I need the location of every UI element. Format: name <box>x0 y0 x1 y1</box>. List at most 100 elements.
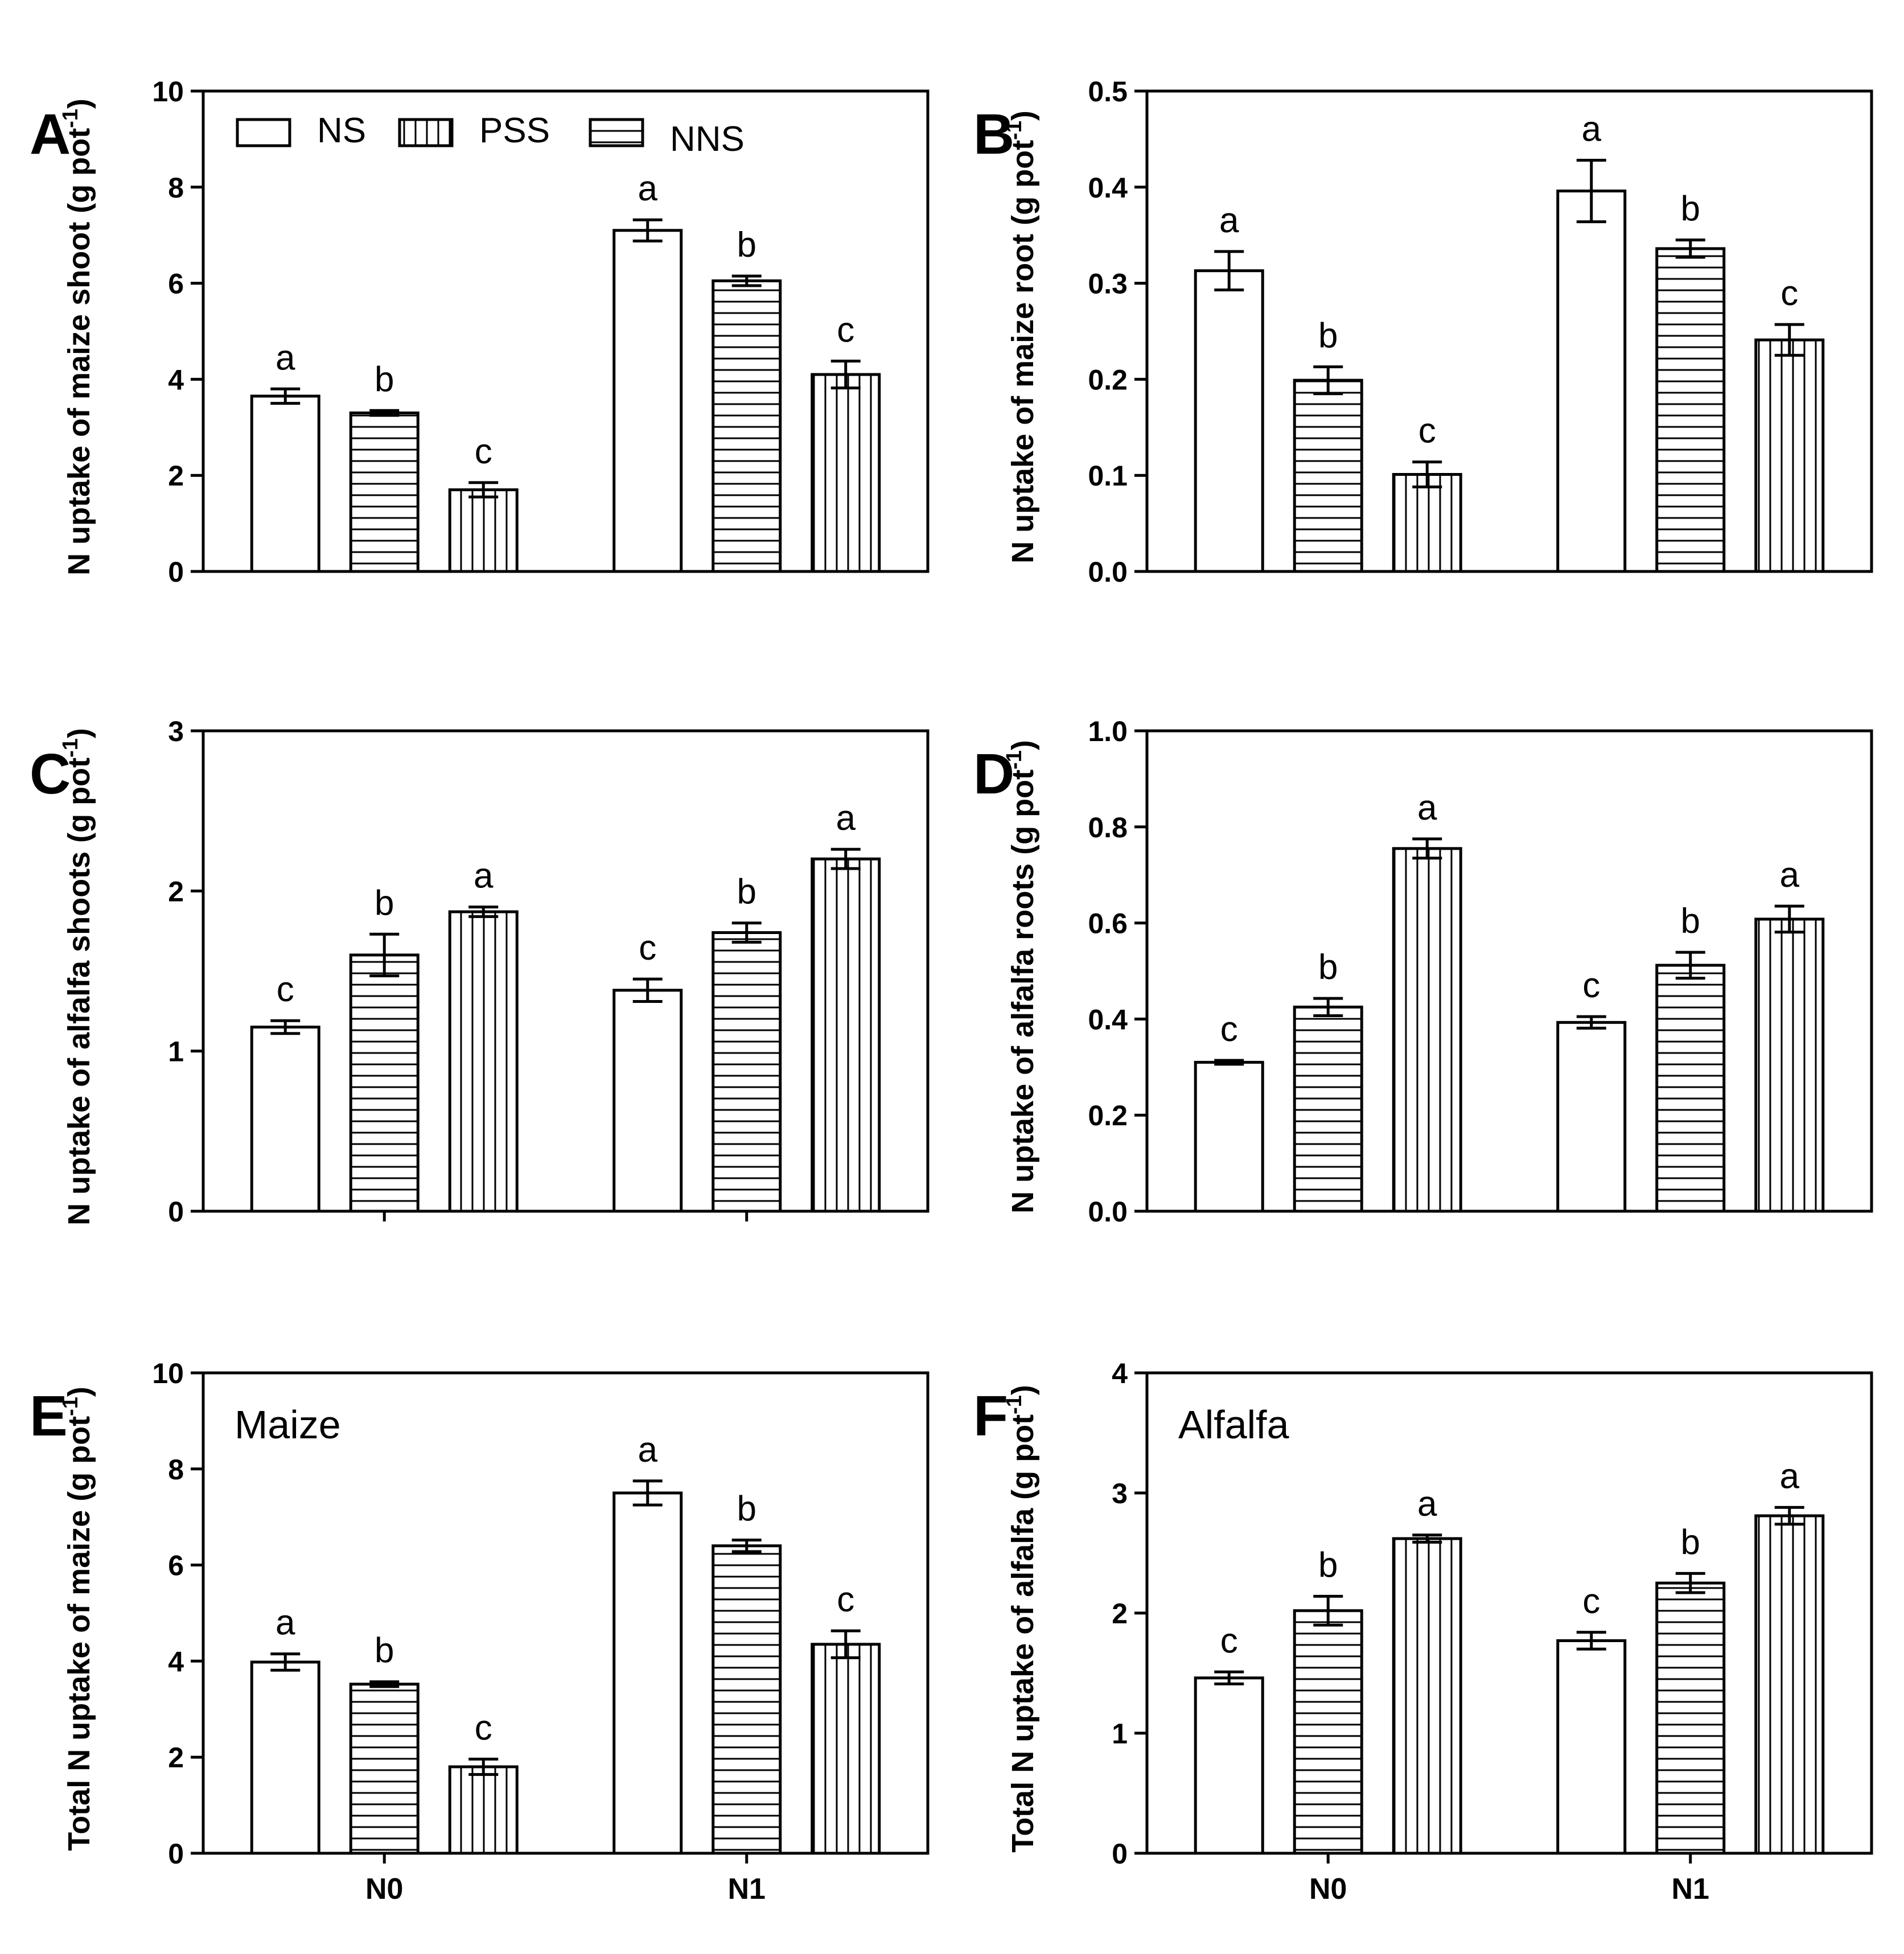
bar-nns-n0 <box>1293 379 1363 573</box>
y-tick-label: 4 <box>168 1646 184 1677</box>
significance-letter: c <box>475 432 492 471</box>
bar-nns-n0 <box>349 1683 420 1855</box>
bar-pss-n1 <box>811 1643 881 1855</box>
significance-letter: b <box>1318 1545 1338 1585</box>
panel-letter: D <box>973 742 1014 806</box>
y-axis-label: N uptake of maize root (g pot-1) <box>1002 110 1040 563</box>
legend: NS PSS NNS <box>236 111 745 159</box>
significance-letter: c <box>1582 966 1600 1005</box>
y-tick-label: 0.4 <box>1088 1003 1128 1035</box>
bar-pss-n0 <box>448 910 519 1213</box>
y-axis-label: N uptake of alfalfa roots (g pot-1) <box>1002 740 1040 1213</box>
y-tick-label: 3 <box>168 715 184 747</box>
legend-swatch-ns <box>236 118 291 147</box>
bar-ns-n0 <box>250 1025 320 1213</box>
significance-letter: a <box>1417 788 1437 828</box>
bar-ns-n0 <box>1194 269 1264 573</box>
legend-label-pss: PSS <box>479 111 550 150</box>
legend-label-ns: NS <box>317 111 366 150</box>
x-tick-label: N0 <box>1309 1873 1347 1906</box>
bar-pss-n1 <box>1754 1514 1825 1855</box>
y-tick-label: 4 <box>1112 1357 1128 1389</box>
bar-nns-n0 <box>1293 1005 1363 1213</box>
y-tick-label: 0 <box>1112 1838 1128 1870</box>
significance-letter: b <box>375 883 394 923</box>
significance-letter: c <box>1418 412 1436 451</box>
y-axis-label: Total N uptake of maize (g pot-1) <box>59 1387 96 1851</box>
y-axis-label: N uptake of alfalfa shoots (g pot-1) <box>59 728 96 1225</box>
bar-nns-n0 <box>349 411 420 573</box>
inset-label: Alfalfa <box>1178 1402 1289 1447</box>
bar-pss-n0 <box>448 488 519 573</box>
significance-letter: b <box>1681 1523 1700 1562</box>
significance-letter: a <box>836 799 856 838</box>
significance-letter: c <box>1220 1621 1238 1660</box>
bar-pss-n1 <box>811 373 881 573</box>
y-tick-label: 0 <box>168 556 184 588</box>
bar-nns-n1 <box>712 1544 782 1855</box>
y-axis-label-superscript: -1 <box>1002 1395 1026 1414</box>
bar-pss-n1 <box>1754 918 1825 1213</box>
x-tick-label: N0 <box>365 1873 403 1906</box>
plot-frame <box>1145 89 1873 573</box>
y-tick-label: 0.1 <box>1088 460 1128 492</box>
significance-letter: c <box>639 928 656 968</box>
significance-letter: a <box>638 169 658 208</box>
significance-letter: b <box>375 360 394 399</box>
y-tick-label: 1.0 <box>1088 715 1128 747</box>
y-axis-label-superscript: -1 <box>1002 121 1026 140</box>
y-tick-label: 3 <box>1112 1478 1128 1509</box>
bar-nns-n0 <box>349 953 420 1213</box>
y-tick-label: 0.5 <box>1088 76 1128 108</box>
inset-label: Maize <box>235 1402 341 1447</box>
significance-letter: c <box>1220 1010 1238 1049</box>
significance-letter: a <box>1780 855 1800 895</box>
plot-frame <box>1145 729 1873 1213</box>
bar-nns-n1 <box>1655 964 1726 1213</box>
y-tick-label: 0.6 <box>1088 908 1128 940</box>
significance-letter: c <box>475 1709 492 1748</box>
y-tick-label: 6 <box>168 268 184 300</box>
bar-pss-n0 <box>1392 847 1462 1213</box>
significance-letter: b <box>1681 902 1700 941</box>
bar-ns-n0 <box>250 1660 320 1855</box>
y-axis-label-superscript: -1 <box>1002 750 1026 770</box>
bar-pss-n0 <box>448 1765 519 1855</box>
x-tick-label: N1 <box>1672 1873 1709 1906</box>
bar-pss-n0 <box>1392 1537 1462 1855</box>
plot-frame <box>1145 1371 1873 1855</box>
bar-ns-n0 <box>250 394 320 573</box>
bar-nns-n0 <box>1293 1609 1363 1855</box>
y-tick-label: 8 <box>168 1454 184 1486</box>
y-axis-label: N uptake of maize shoot (g pot-1) <box>59 98 96 575</box>
y-tick-label: 1 <box>168 1036 184 1068</box>
y-tick-label: 0.8 <box>1088 812 1128 844</box>
y-axis-label: Total N uptake of alfalfa (g pot-1) <box>1002 1385 1040 1853</box>
bar-ns-n1 <box>612 989 683 1213</box>
significance-letter: c <box>1582 1582 1600 1621</box>
significance-letter: a <box>1780 1457 1800 1496</box>
y-tick-label: 0.0 <box>1088 1196 1128 1228</box>
significance-letter: b <box>1318 316 1338 355</box>
significance-letter: c <box>277 970 294 1009</box>
significance-letter: a <box>275 1603 295 1643</box>
significance-letter: b <box>737 873 756 912</box>
bar-ns-n1 <box>612 1491 683 1855</box>
significance-letter: a <box>638 1430 658 1470</box>
significance-letter: a <box>1582 110 1602 149</box>
panel-b: BN uptake of maize root (g pot-1) 0.0 0.1 0… <box>973 76 1873 588</box>
significance-letter: a <box>1417 1484 1437 1524</box>
significance-letter: b <box>737 225 756 265</box>
bar-pss-n0 <box>1392 473 1462 573</box>
y-tick-label: 0.2 <box>1088 364 1128 396</box>
y-tick-label: 2 <box>1112 1598 1128 1630</box>
significance-letter: c <box>837 310 854 349</box>
significance-letter: c <box>1780 274 1798 313</box>
y-tick-label: 0 <box>168 1838 184 1870</box>
significance-letter: a <box>1219 201 1239 240</box>
y-axis-label-superscript: -1 <box>59 1397 83 1416</box>
panel-letter: E <box>30 1384 68 1448</box>
bar-ns-n1 <box>1556 1639 1627 1855</box>
